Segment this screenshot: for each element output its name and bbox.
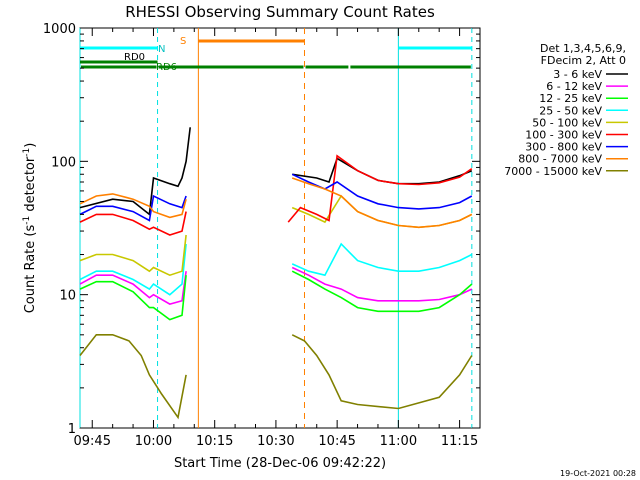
x-tick-label: 09:45 [74,434,111,449]
rd6-label: RD6 [156,62,177,73]
y-tick-label: 1 [68,422,76,437]
shutter-label: S [180,36,186,47]
legend-entry: 6 - 12 keV [546,80,602,93]
series-line [79,177,473,229]
series-line [79,173,473,222]
series-line [79,270,473,321]
legend: Det 1,3,4,5,6,9,FDecim 2, Att 03 - 6 keV… [504,42,628,178]
timestamp: 19-Oct-2021 00:28 [560,469,636,478]
legend-entry: 7000 - 15000 keV [504,165,602,178]
x-tick-label: 11:15 [441,434,478,449]
series-layer [79,127,473,420]
y-tick-label: 10 [59,289,76,304]
legend-entry: 50 - 100 keV [532,116,602,129]
legend-entry: 3 - 6 keV [553,68,602,81]
y-axis-label-end: ) [23,143,38,148]
series-line [79,242,473,296]
legend-header: Det 1,3,4,5,6,9, [540,42,626,55]
x-tick-label: 11:00 [380,434,417,449]
series-line [79,334,473,420]
series-line [79,266,473,305]
series-line [79,154,473,236]
legend-entry: 12 - 25 keV [539,92,602,105]
y-axis-label-tail: detector [23,156,38,216]
x-axis-label: Start Time (28-Dec-06 09:42:22) [174,456,386,471]
saa-label: N [158,44,165,55]
y-tick-label: 1000 [43,22,76,37]
y-axis-label: Count Rate (s-1 detector-1) [22,143,38,314]
x-tick-label: 10:30 [257,434,294,449]
tick-layer: 1 10 100 1000 09:45 10:00 10:15 10:30 10:45 11:00… [43,22,480,449]
x-tick-label: 10:15 [196,434,233,449]
rd0-label: RD0 [124,52,145,63]
y-axis-label-prefix: Count Rate (s [23,225,38,314]
legend-entry: 800 - 7000 keV [518,153,602,166]
legend-entry: 300 - 800 keV [525,141,602,154]
y-tick-label: 100 [51,155,76,170]
x-tick-label: 10:00 [135,434,172,449]
y-axis-label-sup2: -1 [22,148,32,157]
x-tick-label: 10:45 [318,434,355,449]
legend-entry: 100 - 300 keV [525,129,602,142]
annotation-layer: N S RD0 RD6 [79,28,473,428]
legend-header: FDecim 2, Att 0 [541,54,626,67]
plot-frame [79,27,481,429]
legend-entry: 25 - 50 keV [539,104,602,117]
chart-title: RHESSI Observing Summary Count Rates [125,3,435,21]
y-axis-label-sup: -1 [22,216,32,225]
